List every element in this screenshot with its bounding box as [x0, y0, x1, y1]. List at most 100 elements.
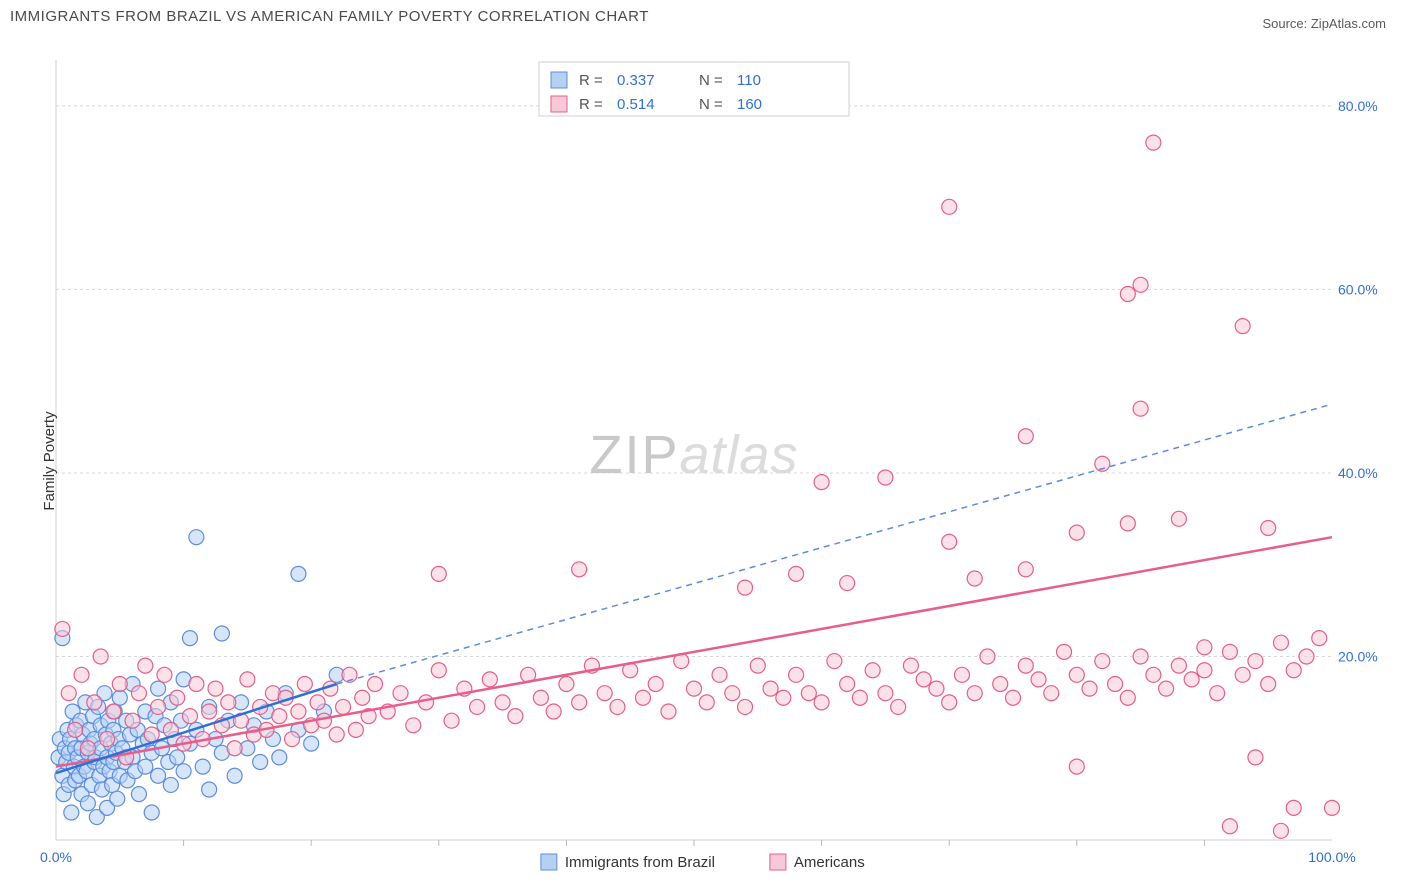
scatter-point: [55, 621, 70, 636]
scatter-point: [431, 566, 446, 581]
scatter-point: [368, 677, 383, 692]
scatter-point: [151, 681, 166, 696]
scatter-point: [942, 534, 957, 549]
scatter-point: [272, 709, 287, 724]
scatter-point: [1197, 640, 1212, 655]
scatter-point: [93, 649, 108, 664]
scatter-point: [419, 695, 434, 710]
scatter-point: [151, 699, 166, 714]
scatter-point: [208, 681, 223, 696]
scatter-point: [227, 741, 242, 756]
scatter-point: [1120, 287, 1135, 302]
scatter-point: [942, 695, 957, 710]
scatter-point: [112, 690, 127, 705]
stat-r-label: R =: [579, 72, 603, 89]
scatter-point: [495, 695, 510, 710]
scatter-point: [1171, 511, 1186, 526]
scatter-point: [336, 699, 351, 714]
scatter-point: [1286, 800, 1301, 815]
scatter-point: [1248, 750, 1263, 765]
stat-r-value: 0.514: [617, 96, 655, 113]
stat-n-value: 110: [737, 72, 761, 89]
source-attribution: Source: ZipAtlas.com: [1262, 16, 1386, 31]
scatter-point: [444, 713, 459, 728]
scatter-point: [635, 690, 650, 705]
scatter-point: [687, 681, 702, 696]
scatter-point: [993, 677, 1008, 692]
scatter-point: [151, 768, 166, 783]
x-tick-label: 100.0%: [1308, 849, 1355, 865]
stat-swatch: [551, 72, 567, 88]
scatter-point: [253, 755, 268, 770]
scatter-point: [406, 718, 421, 733]
scatter-point: [712, 667, 727, 682]
scatter-point: [1006, 690, 1021, 705]
scatter-point: [827, 654, 842, 669]
scatter-point: [291, 566, 306, 581]
stat-n-label: N =: [699, 96, 723, 113]
scatter-point: [195, 759, 210, 774]
y-axis-label: Family Poverty: [41, 411, 58, 510]
chart-title: IMMIGRANTS FROM BRAZIL VS AMERICAN FAMIL…: [10, 8, 649, 25]
scatter-point: [100, 732, 115, 747]
scatter-point: [1069, 759, 1084, 774]
scatter-point: [533, 690, 548, 705]
scatter-point: [106, 704, 121, 719]
scatter-point: [840, 677, 855, 692]
y-tick-label: 40.0%: [1338, 465, 1378, 481]
scatter-point: [1095, 654, 1110, 669]
scatter-point: [508, 709, 523, 724]
scatter-point: [214, 626, 229, 641]
scatter-point: [61, 686, 76, 701]
scatter-point: [903, 658, 918, 673]
y-tick-label: 20.0%: [1338, 648, 1378, 664]
scatter-point: [1146, 667, 1161, 682]
y-tick-label: 60.0%: [1338, 281, 1378, 297]
scatter-point: [1312, 631, 1327, 646]
scatter-point: [878, 470, 893, 485]
scatter-point: [967, 686, 982, 701]
scatter-point: [1133, 277, 1148, 292]
stat-n-value: 160: [737, 96, 762, 113]
scatter-point: [297, 677, 312, 692]
scatter-point: [597, 686, 612, 701]
scatter-point: [738, 580, 753, 595]
scatter-point: [138, 759, 153, 774]
scatter-point: [170, 690, 185, 705]
scatter-point: [916, 672, 931, 687]
scatter-point: [202, 704, 217, 719]
scatter-point: [865, 663, 880, 678]
scatter-point: [1325, 800, 1340, 815]
scatter-point: [1197, 663, 1212, 678]
scatter-point: [355, 690, 370, 705]
scatter-point: [1273, 823, 1288, 838]
scatter-point: [661, 704, 676, 719]
scatter-point: [221, 695, 236, 710]
scatter-point: [789, 566, 804, 581]
scatter-point: [125, 713, 140, 728]
stat-r-label: R =: [579, 96, 603, 113]
legend-swatch: [541, 854, 557, 870]
scatter-point: [1261, 521, 1276, 536]
scatter-point: [131, 686, 146, 701]
scatter-point: [852, 690, 867, 705]
scatter-point: [1248, 654, 1263, 669]
scatter-point: [572, 695, 587, 710]
scatter-point: [1299, 649, 1314, 664]
scatter-point: [891, 699, 906, 714]
scatter-point: [814, 475, 829, 490]
scatter-point: [329, 727, 344, 742]
scatter-point: [546, 704, 561, 719]
trend-line-blue-dashed: [337, 404, 1332, 684]
scatter-point: [1069, 667, 1084, 682]
scatter-point: [954, 667, 969, 682]
scatter-point: [310, 695, 325, 710]
scatter-point: [431, 663, 446, 678]
scatter-point: [1069, 525, 1084, 540]
scatter-point: [176, 764, 191, 779]
scatter-point: [138, 658, 153, 673]
scatter-point: [1159, 681, 1174, 696]
scatter-point: [1120, 516, 1135, 531]
scatter-point: [348, 722, 363, 737]
scatter-point: [170, 750, 185, 765]
